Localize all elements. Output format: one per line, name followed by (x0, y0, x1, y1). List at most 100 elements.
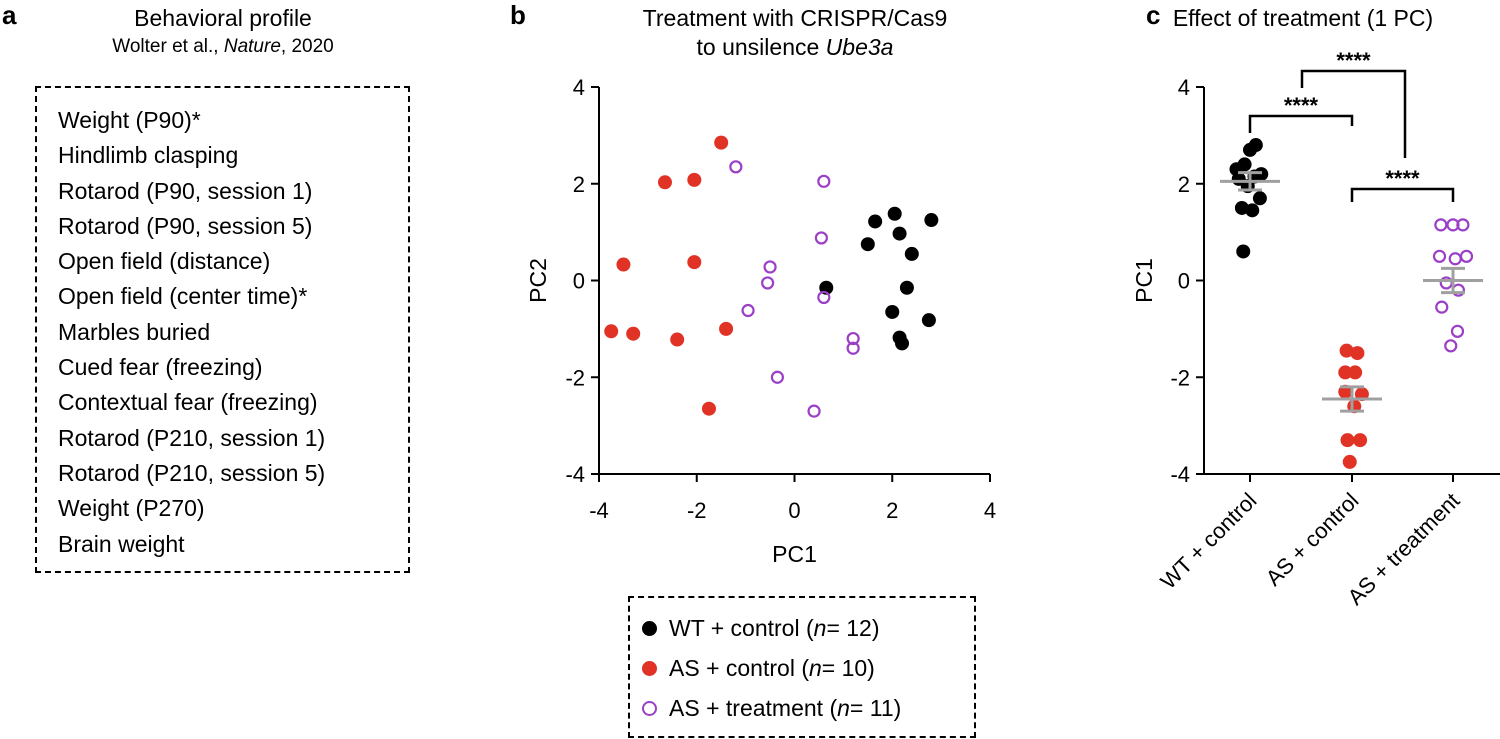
panel-a-letter: a (2, 0, 17, 30)
legend-label: WT + control ( (669, 614, 814, 641)
citation-journal: Nature (223, 36, 281, 57)
legend-count: = 12) (826, 614, 880, 641)
behavior-measure-list: Weight (P90)* Hindlimb clasping Rotarod (P… (58, 103, 325, 562)
data-point (741, 303, 755, 318)
data-point (1456, 218, 1470, 232)
citation-authors: Wolter et al., (112, 36, 224, 57)
x-tick-label: WT + control (1156, 488, 1262, 594)
data-point (1435, 300, 1449, 314)
data-point (1432, 249, 1447, 263)
behavior-measure-item: Hindlimb clasping (58, 142, 239, 169)
data-point (924, 213, 939, 228)
x-tick-label: AS + control (1261, 488, 1364, 591)
panel-c-letter: c (1146, 0, 1161, 30)
gene-name: Ube3a (825, 34, 894, 60)
panel-a-citation: Wolter et al., Nature, 2020 (36, 36, 410, 58)
panel-b-title-line2: to unsilence Ube3a (570, 33, 1020, 62)
citation-year: , 2020 (280, 36, 334, 57)
data-point (1434, 218, 1448, 232)
x-tick-label: -2 (687, 498, 707, 523)
y-tick-label: 0 (573, 269, 585, 294)
data-point (616, 257, 631, 272)
behavior-measure-item: Open field (center time)* (58, 283, 308, 310)
legend-count: = 11) (849, 694, 902, 721)
legend-items: WT + control (n = 12) AS + control (n = 1… (642, 608, 901, 728)
data-point (817, 174, 831, 188)
significance-label: **** (1385, 166, 1420, 191)
data-point (701, 401, 716, 416)
data-point (1448, 252, 1462, 266)
y-tick-label: 2 (573, 172, 585, 197)
significance-label: **** (1336, 48, 1371, 73)
data-point (868, 214, 883, 229)
legend-marker-icon (642, 620, 657, 636)
data-point (761, 276, 775, 290)
data-point (1339, 343, 1354, 358)
behavior-measure-item: Marbles buried (58, 318, 211, 345)
data-point (1342, 454, 1357, 469)
significance-label: **** (1284, 93, 1319, 118)
data-point (899, 280, 914, 295)
data-point (846, 341, 860, 355)
x-tick-label: 2 (886, 498, 898, 523)
data-point (770, 370, 784, 384)
data-point (887, 206, 902, 221)
data-point (817, 290, 831, 305)
y-tick-label: 0 (1178, 269, 1190, 294)
x-tick-label: 4 (984, 498, 996, 523)
behavior-measure-item: Rotarod (P210, session 1) (58, 424, 326, 451)
data-point (885, 304, 900, 319)
significance-bracket (1248, 114, 1354, 133)
behavior-measure-item: Rotarod (P90, session 5) (58, 212, 313, 239)
data-point (729, 160, 743, 174)
panel-a-title: Behavioral profile (134, 5, 312, 31)
data-point (670, 332, 685, 347)
behavior-list-box: Weight (P90)* Hindlimb clasping Rotarod (P… (35, 86, 410, 573)
behavior-measure-item: Weight (P90)* (58, 107, 201, 133)
legend-label: AS + control ( (669, 654, 809, 681)
data-point (904, 246, 919, 261)
y-axis-label: PC2 (525, 258, 551, 303)
legend-label: AS + treatment ( (669, 694, 838, 721)
legend-item: AS + treatment (n = 11) (642, 688, 901, 728)
data-point (892, 226, 907, 241)
data-point (1450, 324, 1465, 338)
data-point (895, 336, 910, 351)
data-point (604, 324, 619, 339)
data-point (714, 135, 729, 150)
data-point (1236, 244, 1251, 259)
behavior-measure-item: Weight (P270) (58, 495, 205, 522)
legend-marker-icon (642, 700, 657, 716)
legend-count: = 10) (821, 654, 875, 681)
data-point (1459, 249, 1474, 263)
title-prefix: to unsilence (696, 34, 826, 60)
y-tick-label: 4 (573, 75, 585, 100)
data-point (763, 260, 777, 274)
y-tick-label: -2 (1170, 365, 1190, 390)
data-point (846, 331, 860, 346)
panel-b-title-line1: Treatment with CRISPR/Cas9 (642, 5, 948, 31)
data-point (1234, 200, 1249, 215)
y-axis-label: PC1 (1131, 258, 1157, 303)
behavior-measure-item: Contextual fear (freezing) (58, 389, 318, 416)
data-point (1353, 433, 1368, 448)
data-point (719, 321, 734, 336)
behavior-measure-item: Rotarod (P210, session 5) (58, 459, 326, 486)
data-point (1248, 138, 1263, 153)
legend-n: n (813, 614, 827, 641)
data-point (1338, 365, 1353, 380)
legend-item: WT + control (n = 12) (642, 608, 901, 648)
legend-item: AS + control (n = 10) (642, 648, 901, 688)
y-tick-label: 4 (1178, 75, 1190, 100)
data-point (814, 231, 828, 245)
data-point (860, 237, 875, 252)
panel-b-letter: b (510, 0, 526, 30)
significance-bracket (1350, 187, 1455, 202)
data-point (626, 326, 641, 341)
data-point (687, 255, 702, 270)
behavior-measure-item: Open field (distance) (58, 248, 271, 275)
data-point (1350, 346, 1365, 361)
y-tick-label: -4 (1170, 462, 1190, 487)
legend: WT + control (n = 12) AS + control (n = 1… (628, 596, 976, 738)
behavior-measure-item: Cued fear (freezing) (58, 354, 263, 381)
